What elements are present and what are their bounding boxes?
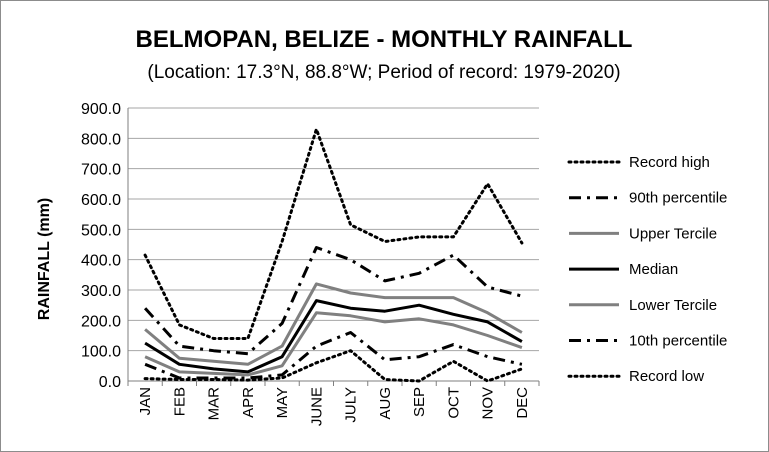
x-tick-label: JULY: [343, 387, 360, 423]
series-line-median: [144, 299, 523, 374]
series-line-lower-tercile: [144, 311, 523, 377]
x-tick-label: AUG: [377, 387, 394, 420]
x-tick-labels: JAN FEB MAR APR MAY JUNE JULY AUG SEP OCT NOV DEC: [137, 387, 531, 426]
legend-label: 90th percentile: [629, 190, 727, 207]
chart-subtitle: (Location: 17.3°N, 88.8°W; Period of rec…: [147, 62, 620, 83]
y-tick-label: 400.0: [81, 253, 121, 270]
x-tick-label: APR: [240, 387, 257, 418]
series-line-90th-percentile: [143, 246, 523, 356]
series-lines: [143, 127, 524, 383]
y-tick-label: 500.0: [81, 222, 121, 239]
legend-label: Record low: [629, 368, 704, 385]
legend-label: Record high: [629, 154, 710, 171]
y-tick-label: 100.0: [81, 344, 121, 361]
series-line-record-high: [143, 127, 524, 340]
y-tick-label: 900.0: [81, 101, 121, 118]
x-tick-label: DEC: [514, 387, 531, 419]
series-line-record-low: [143, 349, 524, 383]
y-tick-label: 200.0: [81, 313, 121, 330]
x-tick-label: JAN: [137, 387, 154, 415]
x-tick-label: MAR: [206, 387, 223, 421]
x-tick-label: MAY: [274, 387, 291, 418]
series-line-10th-percentile: [144, 331, 523, 380]
x-tick-label: NOV: [480, 387, 497, 420]
y-axis-label: RAINFALL (mm): [36, 198, 53, 320]
x-tick-label: SEP: [411, 387, 428, 417]
y-tick-label: 800.0: [81, 131, 121, 148]
y-tick-labels: 0.0 100.0 200.0 300.0 400.0 500.0 600.0 700.0 80…: [81, 101, 121, 391]
legend-label: Median: [629, 261, 678, 278]
x-tick-label: JUNE: [308, 387, 325, 426]
x-tick-label: OCT: [445, 387, 462, 419]
y-tick-label: 600.0: [81, 192, 121, 209]
legend: Record high 90th percentile Upper Tercile M…: [567, 154, 727, 385]
y-tick-label: 300.0: [81, 283, 121, 300]
y-tick-label: 700.0: [81, 162, 121, 179]
legend-label: Lower Tercile: [629, 297, 717, 314]
legend-label: Upper Tercile: [629, 225, 717, 242]
x-tick-label: FEB: [171, 387, 188, 416]
gridlines: [127, 107, 540, 386]
y-tick-label: 0.0: [99, 374, 121, 391]
legend-label: 10th percentile: [629, 333, 727, 350]
chart-title: BELMOPAN, BELIZE - MONTHLY RAINFALL: [136, 26, 633, 53]
series-line-upper-tercile: [144, 282, 523, 366]
